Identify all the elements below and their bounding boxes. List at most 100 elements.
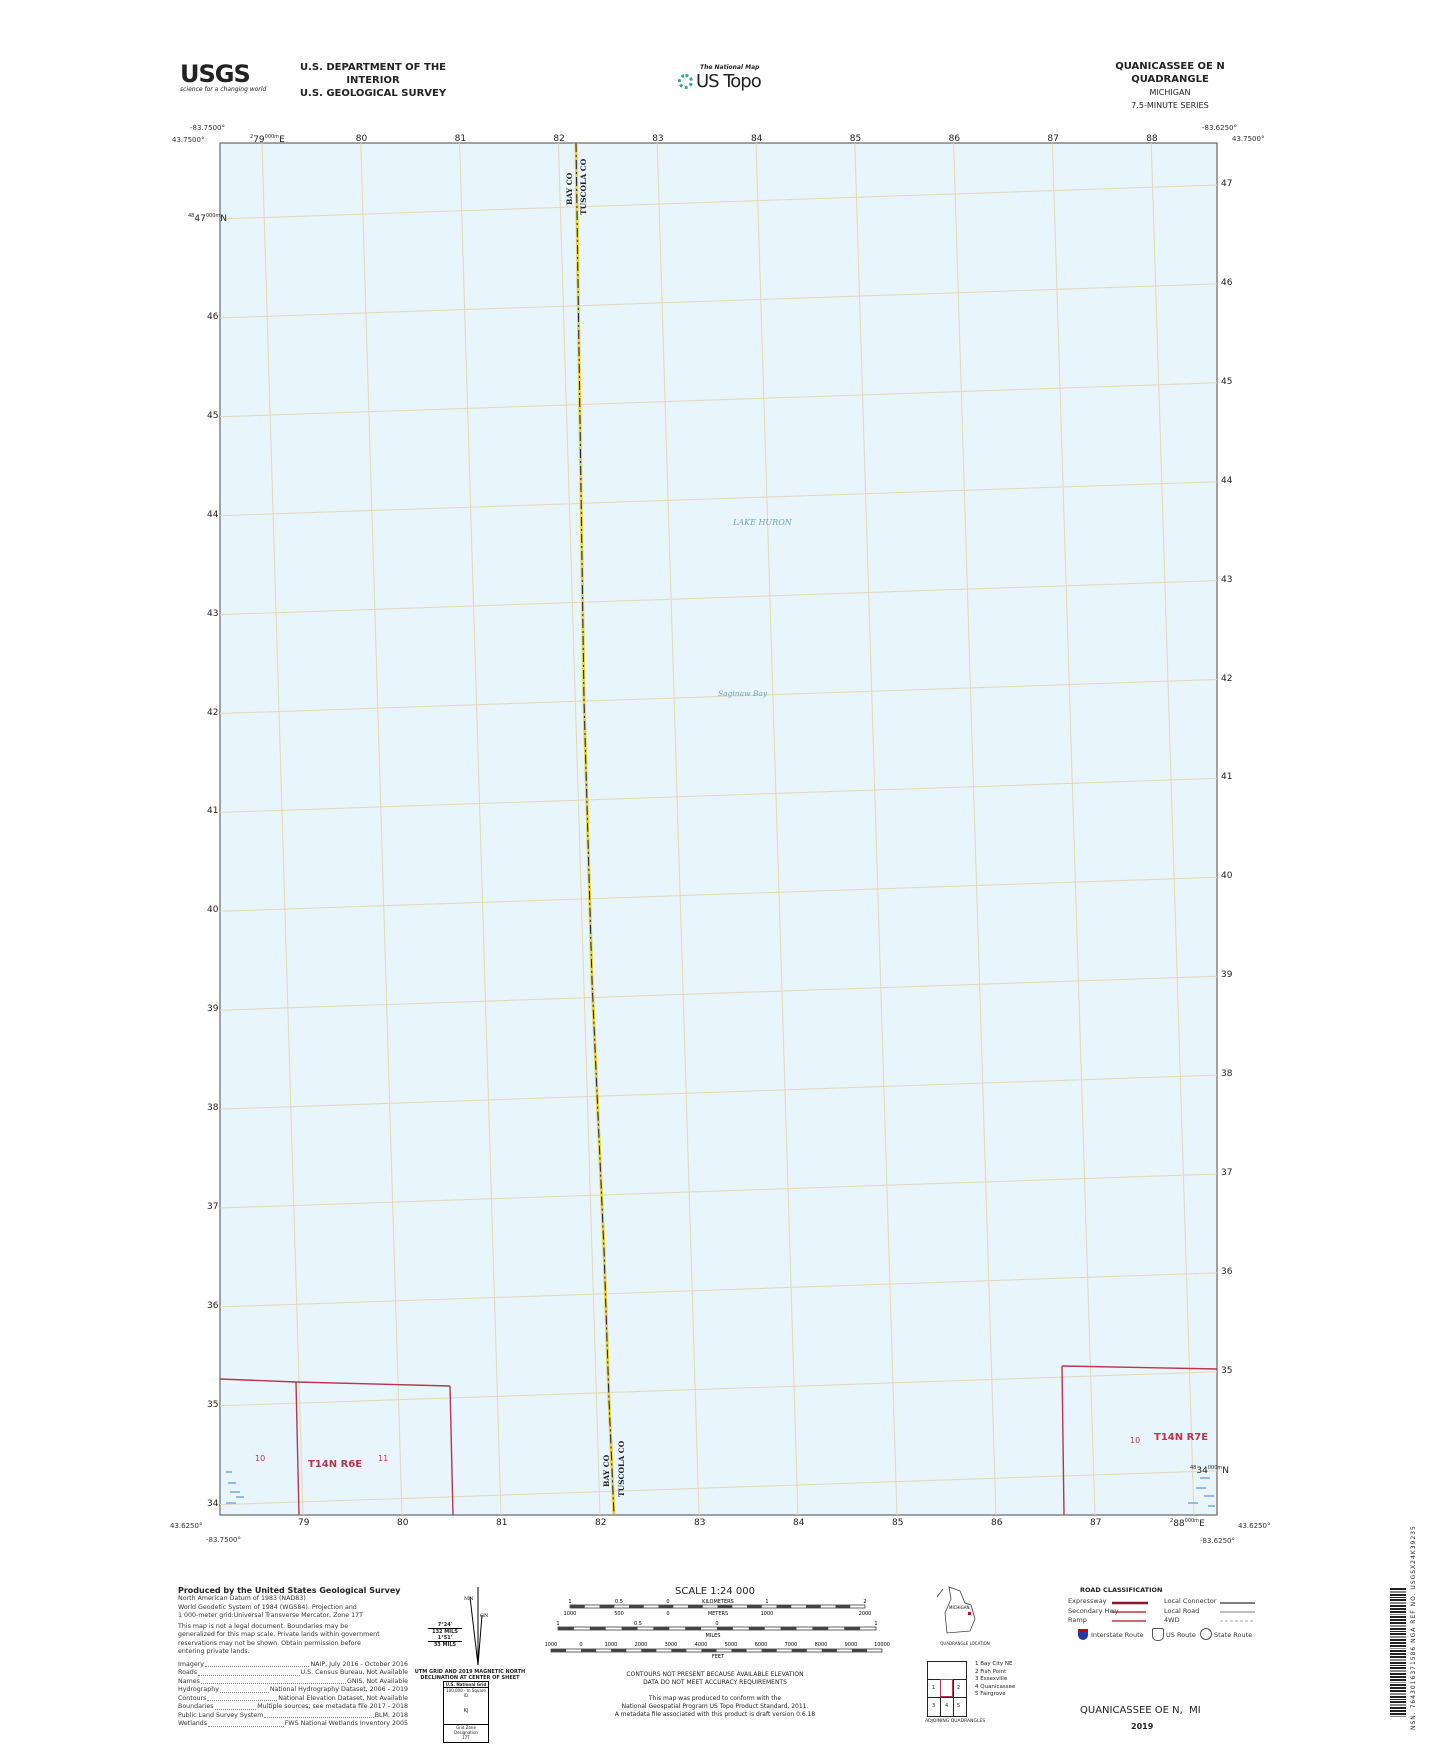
barcode-bar (1390, 1641, 1406, 1644)
county-boundary (574, 142, 616, 1516)
grid-line-easting (459, 142, 502, 1516)
legend-secondary-hwy: Secondary Hwy (1068, 1607, 1119, 1615)
adjoining-cell: 4 (945, 1703, 949, 1709)
scale-tick-label: 4000 (695, 1642, 708, 1648)
legend-interstate: Interstate Route (1091, 1631, 1144, 1639)
contour-note-line: DATA DO NOT MEET ACCURACY REQUIREMENTS (643, 1679, 787, 1686)
northing-label-left: 43 (207, 608, 219, 619)
grid-line-easting (557, 142, 601, 1516)
scale-tick-label: 1 (765, 1599, 768, 1605)
source-value: U.S. Census Bureau, Not Available (300, 1669, 408, 1676)
scale-bar-segment (851, 1649, 867, 1652)
source-value: BLM, 2018 (374, 1711, 408, 1719)
us-topo-logo: The National Map US Topo (678, 64, 762, 92)
scale-bar-segment (761, 1649, 777, 1652)
northing-label-right: 38 (1221, 1069, 1233, 1080)
adjoining-name: 5 Fairgrove (975, 1691, 1006, 1697)
road-symbols (1112, 1601, 1255, 1622)
source-key: Contours (178, 1694, 207, 1702)
easting-label-top: 81 (454, 134, 467, 144)
scale-tick-label: 2000 (859, 1611, 872, 1617)
northing-label-right: 45 (1221, 376, 1233, 387)
quadrangle-location: MICHIGAN QUADRANGLE LOCATION (935, 1585, 995, 1646)
northing-label-left: 42 (207, 707, 219, 718)
northing-label-right: 46 (1221, 277, 1233, 288)
grid-line-northing (219, 975, 1218, 1011)
legal-line: generalized for this map scale. Private … (178, 1631, 380, 1638)
scale-tick-label: 2 (863, 1599, 866, 1605)
source-key: Public Land Survey System (178, 1711, 264, 1719)
section-label: 11 (378, 1454, 388, 1463)
adjoining-cell: 1 (932, 1685, 936, 1691)
standard-note-line: A metadata file associated with this pro… (614, 1711, 816, 1718)
corner-sw-lon: -83.7500° (206, 1536, 241, 1544)
barcode-bar (1390, 1650, 1406, 1652)
corner-se-lon: -83.6250° (1200, 1537, 1235, 1545)
northing-label-left: 46 (207, 311, 219, 322)
barcode-bar (1390, 1656, 1406, 1658)
easting-label-top: 83 (652, 134, 664, 144)
adjoining-name: 1 Bay City NE (975, 1661, 1013, 1667)
grid-line-northing (219, 679, 1218, 714)
standard-note: This map was produced to conform with th… (530, 1695, 900, 1719)
scale-bar-segment (558, 1627, 574, 1630)
scale-tick-label: 3000 (665, 1642, 678, 1648)
barcode-bar (1390, 1647, 1406, 1649)
scale-tick-label: 9000 (845, 1642, 858, 1648)
barcode-bar (1390, 1701, 1406, 1703)
grid-line-easting (1051, 142, 1096, 1516)
scale-tick-label: 7000 (785, 1642, 798, 1648)
scale-tick-label: 1000 (545, 1642, 558, 1648)
plss-line (295, 1381, 300, 1516)
barcode-bar (1390, 1661, 1406, 1664)
barcode-bar (1390, 1681, 1406, 1683)
easting-label-bottom: 84 (793, 1518, 805, 1528)
datum-line: 1 000-meter grid:Universal Transverse Me… (178, 1612, 363, 1619)
township-label-left: T14N R6E (308, 1459, 362, 1470)
scale-bar-segment (844, 1627, 861, 1630)
map-year: 2019 (1131, 1722, 1154, 1731)
scale-title: SCALE 1:24 000 (675, 1586, 755, 1597)
source-key: Roads (178, 1669, 198, 1676)
adjoining-quadrangles: 1 2 3 4 5 ADJOINING QUADRANGLES (925, 1661, 995, 1724)
source-value: NAIP, July 2016 - October 2016 (310, 1660, 408, 1668)
section-label: 10 (255, 1454, 265, 1463)
barcode-bar (1390, 1602, 1406, 1604)
source-value: National Elevation Dataset, Not Availabl… (278, 1694, 408, 1702)
barcode-bar (1390, 1670, 1406, 1672)
usgs-logo-text: USGS (180, 60, 251, 88)
interstate-shield-icon (1078, 1629, 1088, 1640)
datum-notes: North American Datum of 1983 (NAD83) Worl… (178, 1595, 408, 1621)
adjoining-names: 1 Bay City NE 2 Fish Point 3 Essexville 4 Q… (975, 1661, 1015, 1699)
lake-huron-label: LAKE HURON (732, 518, 793, 527)
scale-bar-segment (717, 1627, 733, 1630)
northing-label-right: 40 (1221, 871, 1233, 882)
adjoining-name: 4 Quanicassee (975, 1683, 1016, 1690)
shoreline-marsh (226, 1471, 1215, 1507)
barcode-bar (1390, 1675, 1406, 1678)
corner-nw-lat: 43.7500° (172, 136, 205, 144)
source-value: FWS National Wetlands Inventory 2005 (284, 1720, 408, 1727)
barcode-bar (1390, 1590, 1406, 1593)
scale-bar-segment (791, 1649, 807, 1652)
us-route-shield-icon (1152, 1628, 1164, 1641)
scale-bar-segment (621, 1627, 638, 1630)
plss-boundaries (219, 1365, 1218, 1516)
easting-label-top: 85 (849, 134, 862, 144)
legal-line: entering private lands. (178, 1648, 250, 1655)
barcode-bar (1390, 1619, 1406, 1621)
easting-label-top: 82 (553, 134, 565, 144)
scale-tick-label: 0.5 (634, 1621, 642, 1627)
easting-label-top: 80 (355, 134, 368, 144)
scale-tick-label: 5000 (725, 1642, 738, 1648)
scale-bar-segment (747, 1605, 762, 1608)
decl-angle-1: 7°24' (437, 1622, 453, 1628)
scale-tick-label: 6000 (755, 1642, 768, 1648)
northing-label-right: 47 (1221, 179, 1233, 189)
decl-angle-2: 1°51' (437, 1635, 453, 1641)
scale-bar-segment (688, 1605, 703, 1608)
declination-diagram: MN GN 7°24' 132 MILS 1°51' 33 MILS UTM G… (415, 1585, 525, 1745)
department-label: U.S. DEPARTMENT OF THE INTERIOR (299, 62, 447, 86)
road-classification-title: ROAD CLASSIFICATION (1080, 1586, 1163, 1594)
